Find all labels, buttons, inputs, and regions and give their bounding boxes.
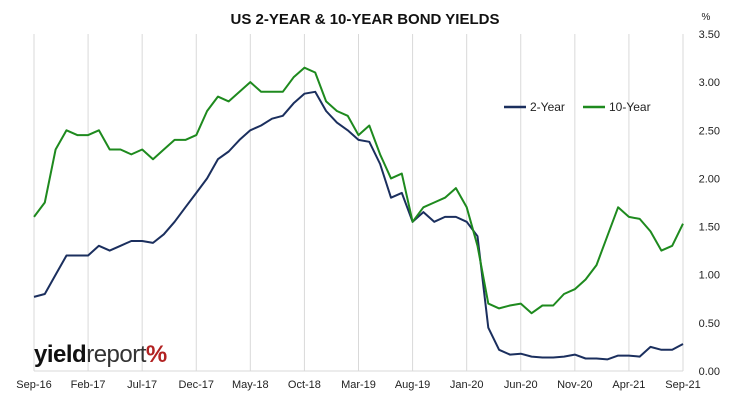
y-tick-label-3-50: 3.50	[699, 29, 720, 41]
x-tick-label-jul-17: Jul-17	[127, 379, 157, 391]
y-tick-label-1-50: 1.50	[699, 222, 720, 234]
x-tick-label-sep-16: Sep-16	[16, 379, 51, 391]
x-tick-label-oct-18: Oct-18	[288, 379, 321, 391]
watermark-report: report	[86, 341, 147, 368]
chart-title: US 2-YEAR & 10-YEAR BOND YIELDS	[231, 11, 500, 28]
grid-lines	[33, 34, 684, 372]
legend: 2-Year 10-Year	[504, 100, 651, 114]
legend-label-10-year: 10-Year	[609, 100, 651, 114]
watermark-percent: %	[146, 341, 167, 368]
series-line-2-year	[33, 90, 684, 361]
x-tick-label-mar-19: Mar-19	[341, 379, 376, 391]
x-tick-label-jan-20: Jan-20	[450, 379, 484, 391]
y-tick-label-2-00: 2.00	[699, 173, 720, 185]
y-tick-label-1-00: 1.00	[699, 270, 720, 282]
legend-label-2-year: 2-Year	[530, 100, 565, 114]
x-tick-label-sep-21: Sep-21	[665, 379, 700, 391]
y-tick-label-2-50: 2.50	[699, 125, 720, 137]
svg-text:yieldreport%: yieldreport%	[34, 341, 167, 368]
watermark-logo: yieldreport%	[34, 341, 167, 368]
y-axis-ticks: 0.00 0.50 1.00 1.50 2.00 2.50 3.00 3.50	[699, 29, 720, 378]
x-tick-label-aug-19: Aug-19	[395, 379, 430, 391]
x-tick-label-may-18: May-18	[232, 379, 269, 391]
series-line-10-year	[33, 66, 684, 315]
series-lines	[33, 66, 684, 361]
y-axis-unit: %	[702, 12, 711, 23]
x-tick-label-apr-21: Apr-21	[612, 379, 645, 391]
x-tick-label-feb-17: Feb-17	[71, 379, 106, 391]
x-tick-label-jun-20: Jun-20	[504, 379, 538, 391]
x-axis-ticks: Sep-16 Feb-17 Jul-17 Dec-17 May-18 Oct-18 Mar-…	[16, 379, 700, 391]
x-tick-label-dec-17: Dec-17	[179, 379, 214, 391]
y-tick-label-3-00: 3.00	[699, 77, 720, 89]
y-tick-label-0-00: 0.00	[699, 366, 720, 378]
x-tick-label-nov-20: Nov-20	[557, 379, 592, 391]
y-tick-label-0-50: 0.50	[699, 318, 720, 330]
watermark-yield: yield	[34, 341, 86, 368]
